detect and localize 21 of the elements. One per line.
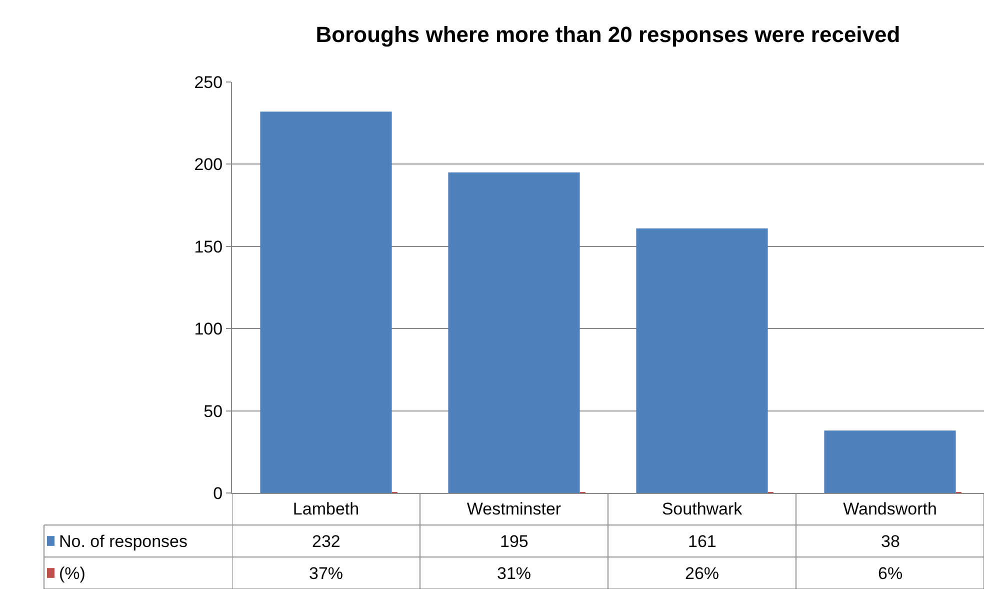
data-label: 161 [688,532,716,551]
data-label: 26% [685,564,720,583]
data-label: 38 [881,532,900,551]
data-label: 232 [312,532,340,551]
y-tick-label: 0 [213,484,223,503]
chart-title: Boroughs where more than 20 responses were received [316,22,900,47]
x-tick-label: Southwark [662,499,743,518]
x-tick-label: Westminster [466,499,562,518]
x-tick-label: Wandsworth [843,499,937,518]
data-label: 37% [309,564,344,583]
y-tick-label: 50 [204,402,223,421]
y-tick-label: 150 [194,237,223,256]
data-label: 195 [500,532,528,551]
y-tick-label: 200 [194,155,223,174]
x-tick-label: Lambeth [292,499,360,518]
y-tick-label: 250 [194,72,223,92]
data-label: 31% [497,564,532,583]
data-label: 6% [878,564,903,583]
legend-label: (%) [59,564,86,583]
y-tick-label: 100 [194,320,223,339]
legend-label: No. of responses [59,532,188,551]
